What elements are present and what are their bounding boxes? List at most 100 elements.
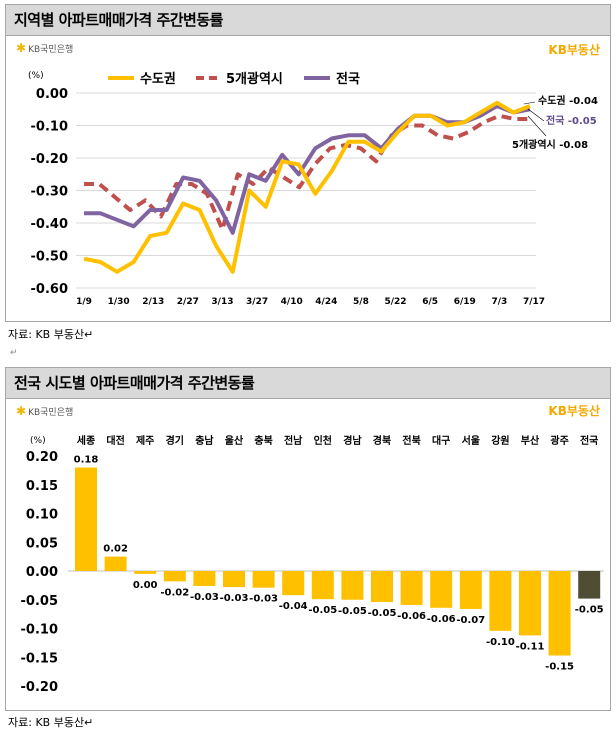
bar-세종 [75,467,97,571]
line-chart-unit: (%) [28,71,44,81]
y-tick-label: -0.20 [21,680,58,695]
category-label: 경기 [166,434,184,447]
y-tick-label: 0.15 [26,479,58,494]
data-label: -0.11 [516,641,545,652]
bar-chart-source: 자료: KB 부동산↵ [8,716,94,729]
kb-realestate-logo: KB부동산 [548,404,600,418]
bar-대전 [104,556,127,571]
data-label: -0.05 [308,605,337,616]
data-label: 0.00 [133,580,158,591]
end-label-metro5: 5개광역시 -0.08 [512,138,588,151]
kb-bank-logo-text: KB국민은행 [28,407,74,418]
x-tick-label: 6/19 [454,297,476,307]
bar-강원 [489,571,512,631]
category-label: 울산 [225,434,244,447]
x-tick-label: 2/13 [142,297,164,307]
end-label-capital: 수도권 -0.04 [538,95,598,107]
data-label: -0.15 [545,662,574,673]
line-chart-legend: 수도권 5개광역시 전국 [108,71,360,87]
kb-star-icon: ✱ [16,41,27,55]
y-tick-label: 0.05 [26,536,58,551]
category-label: 세종 [77,434,95,447]
data-label: -0.07 [456,615,485,626]
category-label: 경북 [373,434,391,447]
bar-제주 [134,571,157,574]
bar-대구 [430,571,453,608]
y-tick-label: -0.10 [31,120,68,135]
x-tick-label: 2/27 [177,297,199,307]
data-label: -0.03 [249,594,278,605]
line-chart-header: 지역별 아파트매매가격 주간변동률 [6,5,610,36]
bar-전북 [400,571,423,605]
x-tick-label: 7/3 [491,297,507,307]
y-tick-label: -0.40 [31,217,68,232]
data-label: -0.03 [190,592,219,603]
bar-전남 [282,571,305,596]
bar-충북 [252,571,275,588]
y-tick-label: -0.60 [31,282,68,297]
category-label: 전남 [284,434,303,447]
line-series-metro5 [84,113,530,232]
data-label: -0.05 [368,608,397,619]
data-label: -0.04 [279,601,308,612]
end-label-national: 전국 -0.05 [546,114,597,127]
line-chart: (%) 0.00 -0.10 -0.20 -0.30 -0.40 -0.50 -0.60 1… [28,71,598,307]
line-chart-source: 자료: KB 부동산↵ [8,328,94,341]
x-tick-label: 1/9 [76,297,92,307]
data-label: -0.06 [397,611,426,622]
kb-realestate-logo: KB부동산 [548,43,600,57]
data-label: -0.06 [427,614,456,625]
y-tick-label: -0.50 [31,250,68,265]
data-label: -0.02 [160,587,189,598]
y-tick-label: -0.20 [31,152,68,167]
legend-label-national: 전국 [336,71,360,87]
y-tick-label: 0.00 [26,565,58,580]
x-tick-label: 7/17 [523,297,545,307]
bar-chart-header: 전국 시도별 아파트매매가격 주간변동률 [6,368,610,399]
end-label-leader-metro5 [527,115,547,137]
bar-전국 [578,571,601,599]
end-label-leader-national [527,108,545,122]
category-label: 경남 [343,434,362,447]
category-label: 충북 [254,434,272,447]
category-label: 부산 [521,434,540,447]
x-tick-label: 4/24 [315,297,337,307]
bar-경남 [341,571,364,600]
y-tick-label: 0.20 [26,450,58,465]
bar-충남 [193,571,216,586]
kb-bank-logo-text: KB국민은행 [28,44,74,55]
category-label: 광주 [550,435,568,447]
category-label: 전북 [402,434,420,447]
bar-부산 [519,571,541,636]
end-label-leader-capital [523,101,536,105]
category-label: 제주 [136,434,154,447]
x-tick-label: 3/27 [246,297,268,307]
y-tick-label: 0.00 [36,87,68,102]
y-tick-label: -0.15 [21,651,58,666]
kb-bank-logo: ✱ KB국민은행 [16,404,73,418]
legend-label-metro5: 5개광역시 [226,71,283,87]
x-tick-label: 5/8 [353,297,369,307]
data-label: -0.03 [220,593,249,604]
bar-광주 [548,571,571,656]
category-label: 대전 [106,434,124,447]
bar-경기 [163,571,186,582]
category-label: 충남 [195,434,214,447]
legend-label-capital: 수도권 [140,72,176,87]
bar-경북 [371,571,393,603]
kb-star-icon: ✱ [16,404,27,418]
weekly-change-by-region-panel: 지역별 아파트매매가격 주간변동률 ✱ KB국민은행 KB부동산 (%) 0.0… [5,4,611,322]
data-label: 0.02 [103,544,128,555]
category-label: 대구 [432,434,450,447]
bar-울산 [223,571,245,588]
bar-chart: (%) 0.200.150.100.050.00-0.05-0.10-0.15-… [21,434,604,695]
x-tick-label: 5/22 [384,297,406,307]
data-label: -0.05 [338,606,367,617]
bar-서울 [459,571,482,609]
paragraph-mark: ↵ [10,348,18,358]
y-tick-label: -0.05 [21,594,58,609]
x-tick-label: 6/5 [422,297,438,307]
category-label: 인천 [314,434,332,447]
y-tick-label: -0.30 [31,185,68,200]
x-tick-label: 4/10 [281,297,303,307]
